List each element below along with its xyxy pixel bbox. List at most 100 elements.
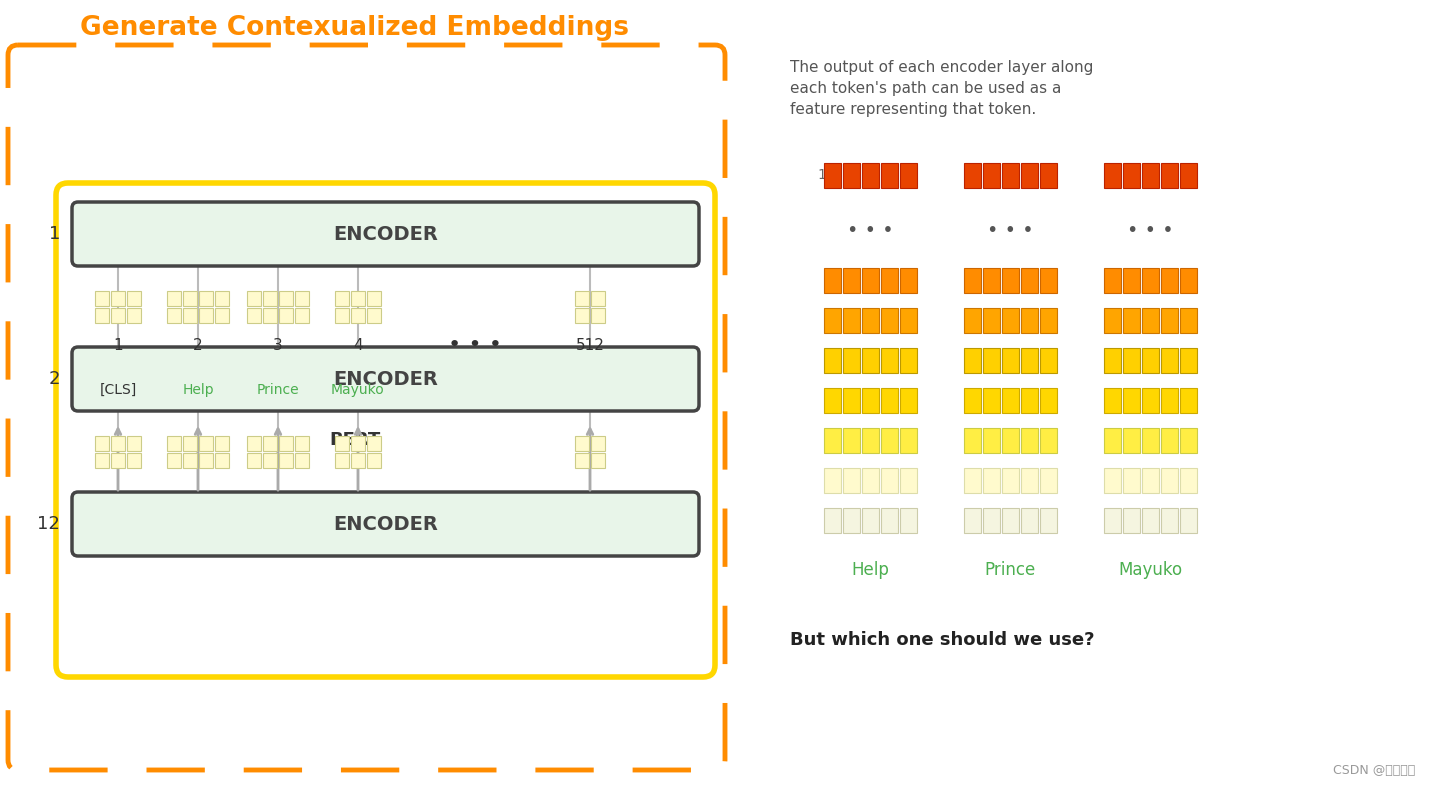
Bar [963, 308, 980, 332]
Bar [334, 453, 349, 468]
Bar [1020, 387, 1038, 413]
Bar [1104, 163, 1121, 187]
Bar [591, 308, 606, 323]
Bar [842, 508, 860, 532]
Text: ENCODER: ENCODER [333, 225, 438, 244]
Bar [263, 290, 277, 305]
Bar [1122, 268, 1139, 292]
Bar [861, 468, 878, 493]
Bar [575, 290, 588, 305]
Text: The output of each encoder layer along
each token's path can be used as a
featur: The output of each encoder layer along e… [791, 60, 1093, 117]
Bar [1104, 427, 1121, 453]
Bar [900, 163, 917, 187]
Bar [900, 508, 917, 532]
Bar [861, 387, 878, 413]
Bar [1141, 427, 1158, 453]
Bar [1039, 427, 1056, 453]
Bar [861, 508, 878, 532]
Text: Mayuko: Mayuko [331, 383, 385, 397]
Bar [1039, 468, 1056, 493]
Bar [334, 308, 349, 323]
Bar [95, 435, 109, 450]
Bar [1141, 308, 1158, 332]
Bar [110, 290, 125, 305]
Bar [591, 435, 606, 450]
Bar [95, 290, 109, 305]
Bar [1020, 468, 1038, 493]
Text: 4: 4 [353, 337, 363, 352]
Bar [110, 435, 125, 450]
Bar [575, 308, 588, 323]
Bar [367, 453, 382, 468]
Text: 1: 1 [113, 337, 123, 352]
Bar [1039, 268, 1056, 292]
Bar [824, 508, 841, 532]
Bar [1141, 508, 1158, 532]
Bar [367, 435, 382, 450]
Bar [1180, 268, 1197, 292]
Bar [1122, 468, 1139, 493]
Bar [881, 308, 897, 332]
Text: 512: 512 [575, 337, 604, 352]
Bar [296, 453, 309, 468]
Text: 2: 2 [827, 473, 835, 487]
Text: 2: 2 [194, 337, 202, 352]
Text: ENCODER: ENCODER [333, 515, 438, 533]
Bar [842, 163, 860, 187]
Bar [1002, 427, 1019, 453]
Text: Prince: Prince [257, 383, 300, 397]
Bar [983, 387, 1000, 413]
Bar [1122, 387, 1139, 413]
Bar [166, 308, 181, 323]
Text: Prince: Prince [984, 561, 1036, 579]
Bar [1180, 308, 1197, 332]
Text: • • •: • • • [847, 221, 894, 240]
Text: 12: 12 [818, 168, 835, 182]
Bar [1039, 308, 1056, 332]
Bar [963, 427, 980, 453]
Bar [1161, 268, 1178, 292]
Bar [1122, 427, 1139, 453]
Bar [352, 453, 364, 468]
FancyBboxPatch shape [72, 492, 699, 556]
Bar [278, 435, 293, 450]
Bar [983, 347, 1000, 372]
Bar [110, 453, 125, 468]
Bar [900, 308, 917, 332]
Bar [166, 290, 181, 305]
Bar [1020, 308, 1038, 332]
Bar [1002, 508, 1019, 532]
Bar [1161, 308, 1178, 332]
Bar [1002, 347, 1019, 372]
Bar [1161, 468, 1178, 493]
FancyBboxPatch shape [72, 202, 699, 266]
Bar [1161, 508, 1178, 532]
Bar [296, 308, 309, 323]
Bar [184, 435, 197, 450]
Bar [110, 308, 125, 323]
Bar [1122, 508, 1139, 532]
Bar [824, 347, 841, 372]
Bar [1180, 508, 1197, 532]
Bar [963, 387, 980, 413]
Bar [842, 468, 860, 493]
Text: 4: 4 [827, 393, 835, 407]
Bar [861, 427, 878, 453]
Bar [1104, 347, 1121, 372]
Bar [296, 435, 309, 450]
Bar [824, 163, 841, 187]
Bar [842, 427, 860, 453]
Bar [1002, 468, 1019, 493]
Bar [842, 268, 860, 292]
Bar [842, 387, 860, 413]
Bar [881, 468, 897, 493]
Bar [900, 268, 917, 292]
Bar [1161, 347, 1178, 372]
Bar [983, 163, 1000, 187]
Bar [263, 435, 277, 450]
Bar [983, 427, 1000, 453]
Bar [1122, 308, 1139, 332]
Bar [881, 427, 897, 453]
Bar [128, 308, 141, 323]
Bar [983, 268, 1000, 292]
